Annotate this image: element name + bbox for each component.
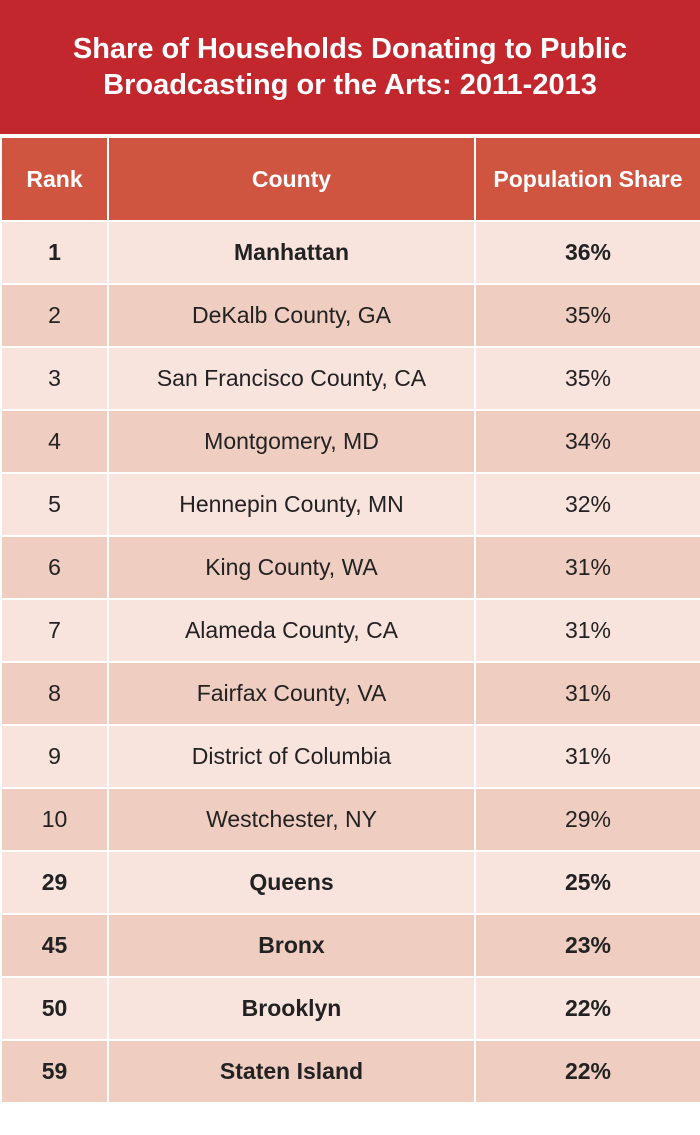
share-cell: 31% [474,661,700,726]
county-cell: Hennepin County, MN [107,472,476,537]
rank-cell: 45 [0,913,109,978]
table-row: 8 Fairfax County, VA 31% [0,661,700,726]
share-cell: 22% [474,976,700,1041]
county-cell: Westchester, NY [107,787,476,852]
county-cell: Bronx [107,913,476,978]
county-cell: DeKalb County, GA [107,283,476,348]
rank-cell: 50 [0,976,109,1041]
column-header-county: County [107,136,476,222]
rank-cell: 1 [0,220,109,285]
rank-cell: 29 [0,850,109,915]
county-cell: San Francisco County, CA [107,346,476,411]
county-cell: Brooklyn [107,976,476,1041]
table-row: 4 Montgomery, MD 34% [0,409,700,474]
table-row: 7 Alameda County, CA 31% [0,598,700,663]
rank-cell: 9 [0,724,109,789]
share-cell: 22% [474,1039,700,1104]
county-cell: Fairfax County, VA [107,661,476,726]
county-cell: Staten Island [107,1039,476,1104]
rank-cell: 2 [0,283,109,348]
rank-cell: 59 [0,1039,109,1104]
county-cell: Alameda County, CA [107,598,476,663]
table-row: 5 Hennepin County, MN 32% [0,472,700,537]
county-cell: Manhattan [107,220,476,285]
share-cell: 29% [474,787,700,852]
share-cell: 23% [474,913,700,978]
rank-cell: 6 [0,535,109,600]
table-row: 6 King County, WA 31% [0,535,700,600]
table-header-row: Rank County Population Share [0,136,700,222]
table-row: 1 Manhattan 36% [0,220,700,285]
county-cell: District of Columbia [107,724,476,789]
share-cell: 25% [474,850,700,915]
county-cell: Montgomery, MD [107,409,476,474]
table-row: 10 Westchester, NY 29% [0,787,700,852]
rank-cell: 8 [0,661,109,726]
title-line-1: Share of Households Donating to Public [72,33,628,65]
column-header-rank: Rank [0,136,109,222]
table-row: 3 San Francisco County, CA 35% [0,346,700,411]
table-row: 50 Brooklyn 22% [0,976,700,1041]
table-row: 45 Bronx 23% [0,913,700,978]
county-cell: King County, WA [107,535,476,600]
county-cell: Queens [107,850,476,915]
rank-cell: 4 [0,409,109,474]
table-row: 2 DeKalb County, GA 35% [0,283,700,348]
table-row: 59 Staten Island 22% [0,1039,700,1104]
rank-cell: 5 [0,472,109,537]
title-line-2: Broadcasting or the Arts: 2011-2013 [103,69,597,101]
table-row: 29 Queens 25% [0,850,700,915]
table-row: 9 District of Columbia 31% [0,724,700,789]
share-cell: 34% [474,409,700,474]
rank-cell: 3 [0,346,109,411]
rank-cell: 10 [0,787,109,852]
table-body: 1 Manhattan 36% 2 DeKalb County, GA 35% 3 San F… [0,220,700,1104]
share-cell: 31% [474,535,700,600]
share-cell: 36% [474,220,700,285]
share-cell: 31% [474,724,700,789]
share-cell: 35% [474,346,700,411]
title-banner: Share of Households Donating to Public B… [0,0,700,134]
rank-cell: 7 [0,598,109,663]
share-cell: 32% [474,472,700,537]
share-cell: 35% [474,283,700,348]
column-header-population-share: Population Share [474,136,700,222]
share-cell: 31% [474,598,700,663]
ranking-table: Rank County Population Share 1 Manhattan 3… [0,136,700,1104]
